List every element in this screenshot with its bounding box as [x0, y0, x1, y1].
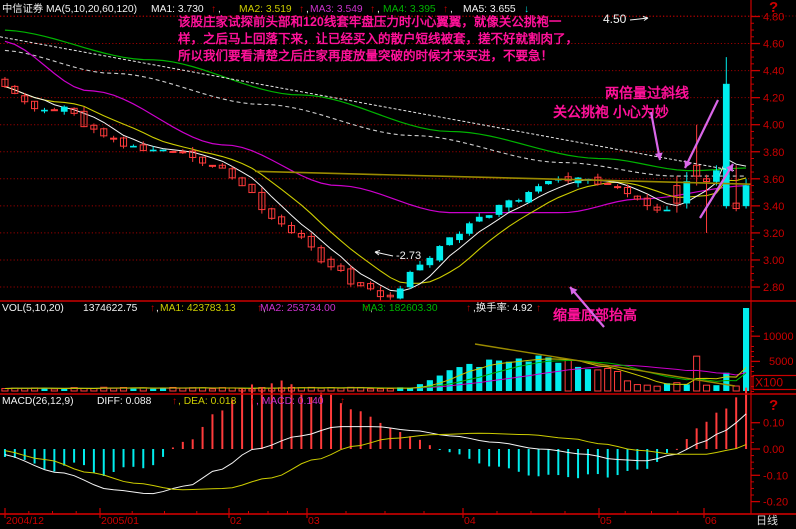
svg-text:,: , [156, 303, 159, 314]
svg-text:MA1: 423783.13: MA1: 423783.13 [160, 303, 236, 314]
svg-text:-2.73: -2.73 [396, 250, 421, 262]
svg-text:5000: 5000 [769, 356, 793, 368]
svg-text:4.20: 4.20 [763, 93, 784, 105]
svg-text:↑: ↑ [536, 303, 541, 314]
svg-text:↑: ↑ [211, 4, 216, 15]
svg-text:06: 06 [705, 515, 717, 527]
svg-text:两倍量过斜线: 两倍量过斜线 [605, 85, 689, 101]
svg-text:中信证券 MA(5,10,20,60,120): 中信证券 MA(5,10,20,60,120) [2, 2, 137, 15]
svg-text:,换手率: 4.92: ,换手率: 4.92 [473, 301, 533, 314]
svg-text:4.00: 4.00 [763, 120, 784, 132]
svg-text:,: , [306, 4, 309, 15]
svg-text:,: , [218, 4, 221, 15]
svg-text:4.50: 4.50 [603, 12, 627, 26]
svg-text:↑: ↑ [443, 4, 448, 15]
svg-text:-0.10: -0.10 [763, 470, 788, 482]
svg-text:↑: ↑ [250, 396, 255, 407]
svg-text:↑: ↑ [150, 303, 155, 314]
svg-text:样，之后马上回落下来，让已经买入的散户短线被套，搓不好就割肉: 样，之后马上回落下来，让已经买入的散户短线被套，搓不好就割肉了， [178, 31, 578, 46]
svg-text:X100: X100 [755, 376, 783, 390]
svg-text:VOL(5,10,20): VOL(5,10,20) [2, 303, 64, 314]
svg-text:↑: ↑ [172, 396, 177, 407]
svg-text:-0.20: -0.20 [763, 497, 788, 509]
svg-text:日线: 日线 [756, 513, 778, 527]
svg-text:05: 05 [600, 515, 612, 527]
svg-text:3.00: 3.00 [763, 255, 784, 267]
svg-text:↑: ↑ [299, 4, 304, 15]
svg-text:MACD(26,12,9): MACD(26,12,9) [2, 396, 74, 407]
svg-text:MA2: 3.519: MA2: 3.519 [239, 4, 292, 15]
svg-text:?: ? [769, 397, 778, 414]
svg-text:4.40: 4.40 [763, 66, 784, 78]
svg-text:MA5: 3.655: MA5: 3.655 [463, 4, 516, 15]
svg-text:3.20: 3.20 [763, 228, 784, 240]
svg-text:MA3: 182603.30: MA3: 182603.30 [362, 303, 438, 314]
svg-text:该股庄家试探前头部和120线套牢盘压力时小心翼翼，就像关公挑: 该股庄家试探前头部和120线套牢盘压力时小心翼翼，就像关公挑袍一 [178, 14, 562, 29]
svg-text:MA2: 253734.00: MA2: 253734.00 [260, 303, 336, 314]
svg-text:3.40: 3.40 [763, 201, 784, 213]
svg-text:?: ? [769, 0, 778, 16]
svg-text:所以我们要看清楚之后庄家再度放量突破的时候才来买进，不要急！: 所以我们要看清楚之后庄家再度放量突破的时候才来买进，不要急！ [178, 48, 553, 63]
svg-text:0.10: 0.10 [763, 418, 784, 430]
svg-text:2004/12: 2004/12 [6, 515, 44, 527]
svg-text:↑: ↑ [466, 303, 471, 314]
svg-text:,: , [377, 4, 380, 15]
svg-text:MA3: 3.549: MA3: 3.549 [310, 4, 363, 15]
svg-text:3.60: 3.60 [763, 174, 784, 186]
svg-text:↑: ↑ [340, 396, 345, 407]
svg-text:0.00: 0.00 [763, 444, 784, 456]
svg-text:10000: 10000 [763, 331, 794, 343]
svg-text:1374622.75: 1374622.75 [83, 303, 138, 314]
svg-text:2.80: 2.80 [763, 282, 784, 294]
svg-text:MA1: 3.730: MA1: 3.730 [151, 4, 204, 15]
svg-text:04: 04 [464, 515, 476, 527]
svg-text:↑: ↑ [370, 4, 375, 15]
svg-text:03: 03 [308, 515, 320, 527]
svg-text:↓: ↓ [524, 4, 529, 15]
svg-text:, MACD: 0.140: , MACD: 0.140 [256, 396, 324, 407]
svg-text:MA4: 3.395: MA4: 3.395 [383, 4, 436, 15]
svg-text:, DEA: 0.018: , DEA: 0.018 [178, 396, 237, 407]
svg-text:2005/01: 2005/01 [101, 515, 139, 527]
svg-text:3.80: 3.80 [763, 147, 784, 159]
svg-text:02: 02 [230, 515, 242, 527]
svg-text:4.60: 4.60 [763, 39, 784, 51]
svg-text:,: , [450, 4, 453, 15]
svg-text:DIFF: 0.088: DIFF: 0.088 [97, 396, 152, 407]
